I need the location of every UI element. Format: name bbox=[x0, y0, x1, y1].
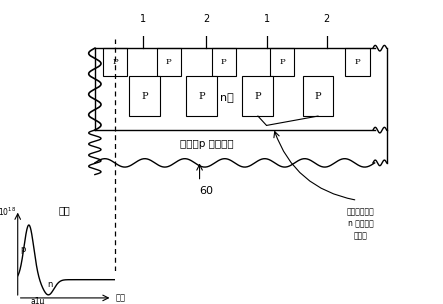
Bar bbox=[270, 48, 294, 76]
Text: P: P bbox=[315, 92, 321, 101]
Bar bbox=[103, 48, 128, 76]
Bar bbox=[303, 76, 334, 116]
Bar bbox=[346, 48, 369, 76]
Text: P: P bbox=[355, 58, 360, 66]
Text: P: P bbox=[166, 58, 171, 66]
Text: P: P bbox=[198, 92, 205, 101]
Text: P: P bbox=[279, 58, 285, 66]
Text: 60: 60 bbox=[199, 186, 214, 196]
Text: 衬底（p 掺杂的）: 衬底（p 掺杂的） bbox=[179, 139, 233, 149]
Text: a1μ: a1μ bbox=[30, 297, 44, 304]
Bar bbox=[186, 76, 217, 116]
Text: P: P bbox=[113, 58, 118, 66]
Text: 1: 1 bbox=[264, 14, 270, 24]
Text: 深度: 深度 bbox=[115, 293, 125, 302]
Text: 2: 2 bbox=[203, 14, 210, 24]
Text: P: P bbox=[255, 92, 261, 101]
Text: P: P bbox=[141, 92, 148, 101]
Bar bbox=[129, 76, 160, 116]
Text: p: p bbox=[20, 245, 26, 254]
Text: 1: 1 bbox=[140, 14, 146, 24]
Text: 由接触差分和
n 阱形成的
晶体管: 由接触差分和 n 阱形成的 晶体管 bbox=[347, 207, 375, 240]
Bar bbox=[157, 48, 181, 76]
Bar bbox=[242, 76, 273, 116]
Text: P: P bbox=[221, 58, 226, 66]
Text: 掺杂: 掺杂 bbox=[59, 205, 70, 215]
Text: 2: 2 bbox=[323, 14, 330, 24]
Bar bbox=[212, 48, 236, 76]
Text: 10$^{18}$: 10$^{18}$ bbox=[0, 206, 16, 218]
Text: n: n bbox=[47, 280, 52, 289]
Text: n阱: n阱 bbox=[220, 94, 234, 103]
